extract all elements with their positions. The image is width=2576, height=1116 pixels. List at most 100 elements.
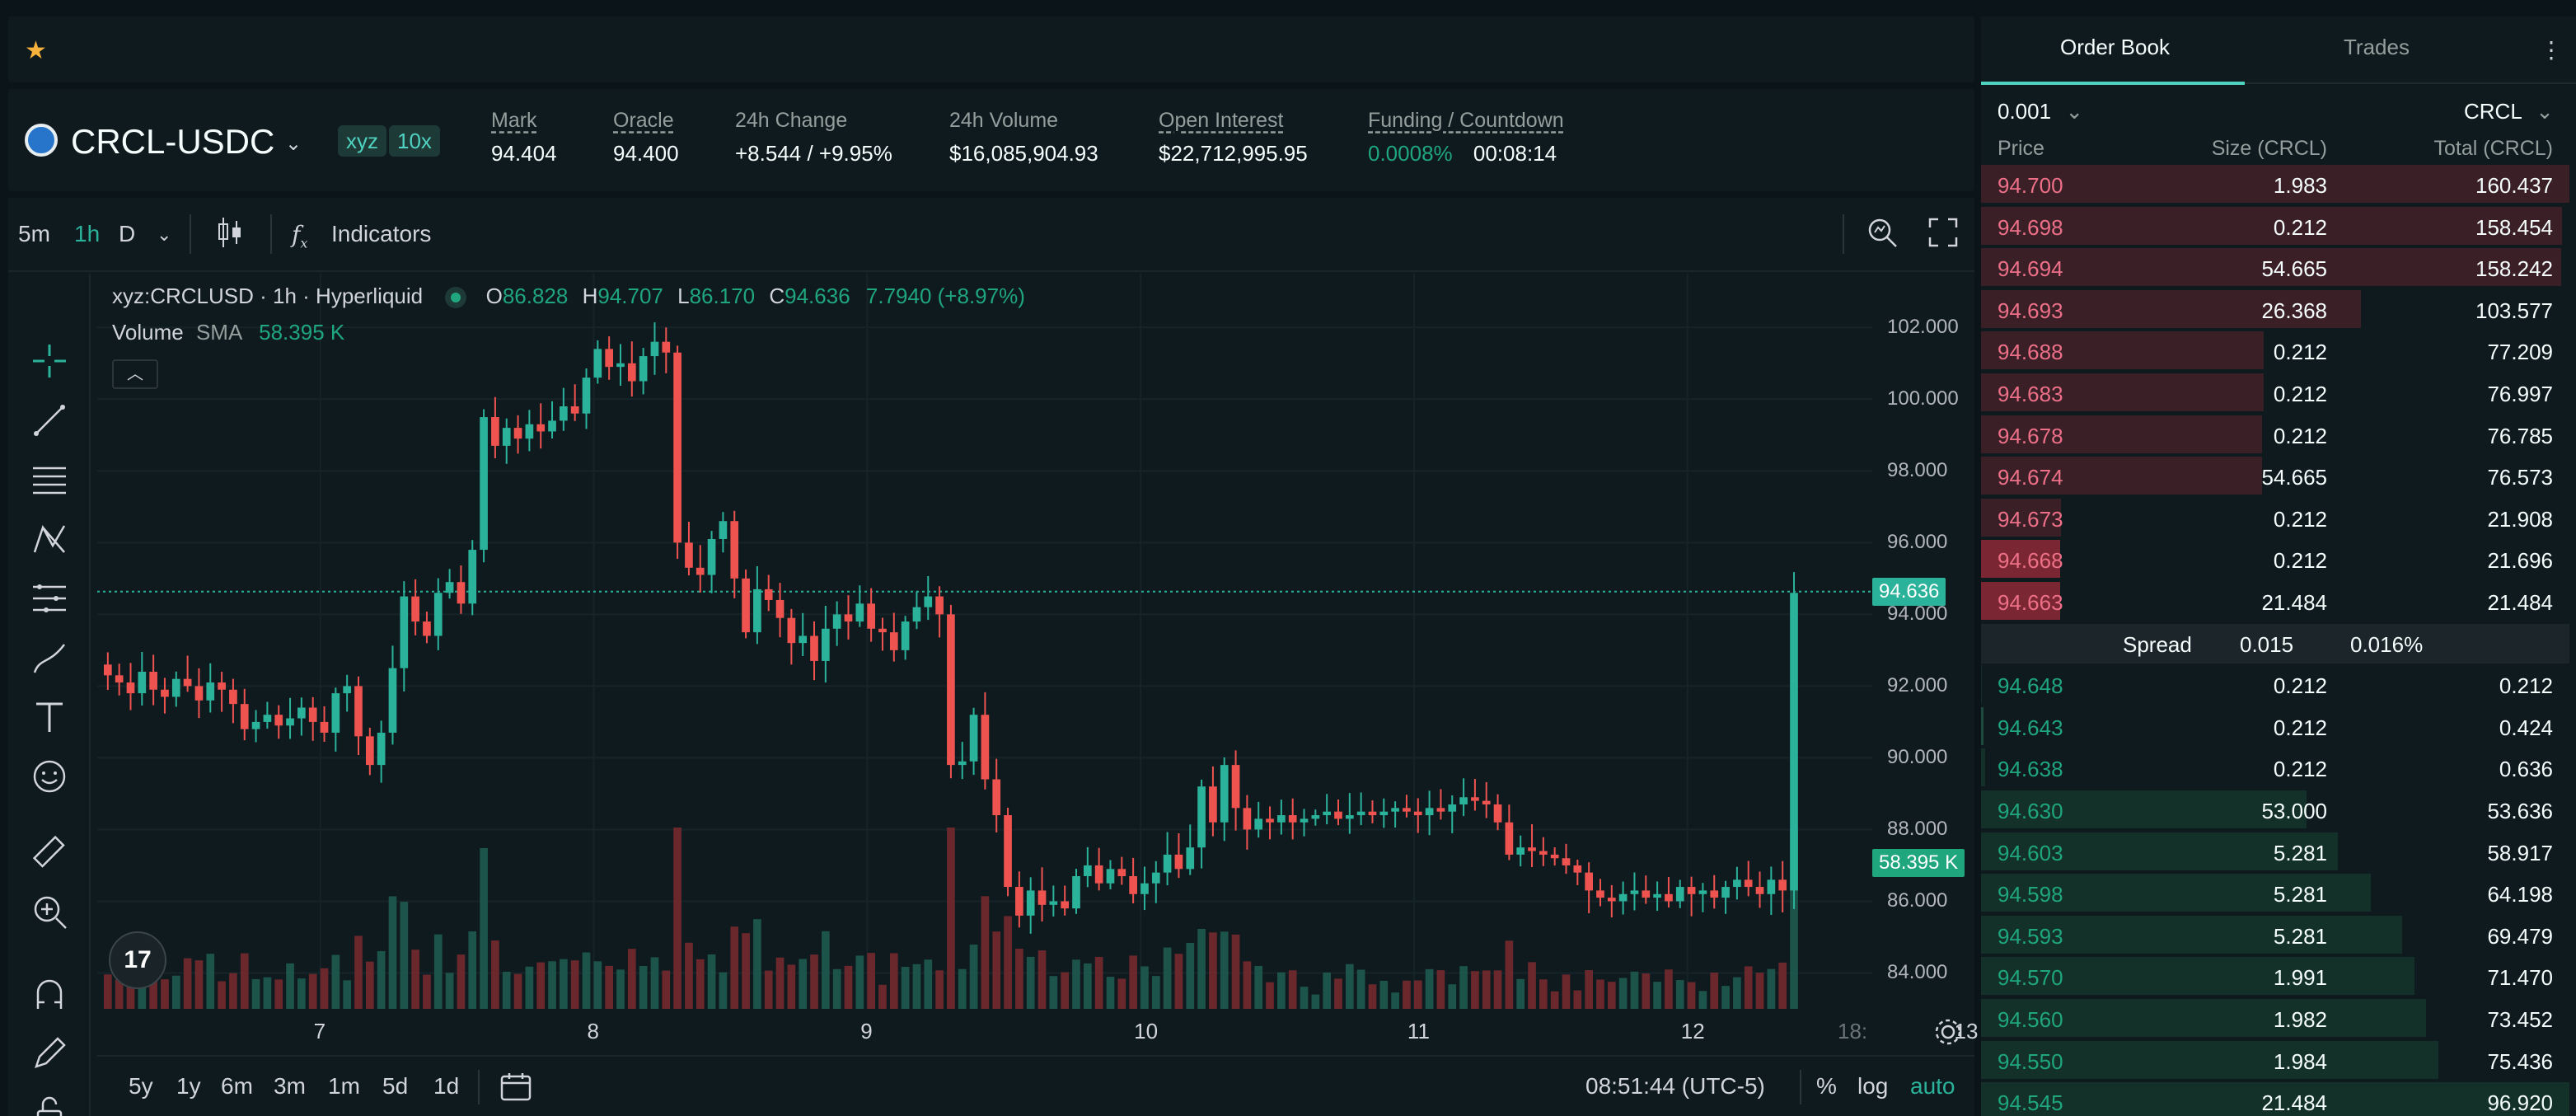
interval-1h[interactable]: 1h [74, 221, 101, 246]
ask-price: 94.674 [1998, 465, 2063, 490]
candlestick-icon[interactable] [216, 216, 244, 255]
price-axis[interactable]: 102.000 100.000 98.000 96.000 94.000 92.000 90… [1872, 274, 1974, 1009]
bid-row[interactable]: 94.648 0.212 0.212 [1981, 665, 2569, 705]
stat-label[interactable]: Funding / Countdown [1368, 109, 1564, 132]
star-icon[interactable]: ★ [25, 37, 47, 64]
bid-row[interactable]: 94.593 5.281 69.479 [1981, 915, 2569, 955]
ask-row[interactable]: 94.688 0.212 77.209 [1981, 331, 2569, 371]
time-axis[interactable]: 7 8 9 10 11 12 13 18: [97, 1009, 1978, 1055]
leverage-tag[interactable]: 10x [389, 125, 440, 157]
indicators-button[interactable]: Indicators [331, 221, 432, 246]
order-book-panel: Order Book Trades ⋮ 0.001 ⌄ CRCL ⌄ Price… [1981, 16, 2576, 1116]
volume-bar [1163, 947, 1172, 1009]
ohlc-high: 94.707 [597, 284, 663, 308]
bid-row[interactable]: 94.570 1.991 71.470 [1981, 957, 2569, 996]
chevron-down-icon[interactable]: ⌄ [285, 133, 302, 155]
chart-toolbar: 5m 1h D ⌄ fx Indicators [8, 198, 1974, 272]
auto-scale-toggle[interactable]: auto [1910, 1073, 1955, 1099]
range-3m[interactable]: 3m [274, 1073, 306, 1099]
volume-bar [1550, 991, 1559, 1009]
price-chart[interactable] [97, 274, 1872, 1009]
market-header: CRCL-USDC ⌄ xyz 10x Mark 94.404 Oracle 9… [8, 89, 1974, 191]
bid-row[interactable]: 94.643 0.212 0.424 [1981, 706, 2569, 747]
magnet-icon[interactable] [31, 976, 68, 1012]
bid-row[interactable]: 94.545 21.484 96.920 [1981, 1082, 2569, 1116]
pattern-icon[interactable] [31, 521, 68, 557]
interval-d[interactable]: D [119, 221, 136, 246]
volume-bar [502, 971, 511, 1009]
unit-select[interactable]: CRCL ⌄ [2464, 99, 2554, 124]
bid-total: 71.470 [2487, 965, 2553, 991]
range-5y[interactable]: 5y [129, 1073, 153, 1099]
volume-bar [183, 958, 192, 1009]
range-1m[interactable]: 1m [328, 1073, 360, 1099]
crosshair-icon[interactable] [31, 343, 68, 379]
volume-bar [627, 949, 636, 1009]
ask-row[interactable]: 94.673 0.212 21.908 [1981, 498, 2569, 538]
volume-bar [560, 959, 568, 1009]
tick-size-select[interactable]: 0.001 ⌄ [1998, 99, 2083, 124]
zoom-search-icon[interactable] [1866, 216, 1899, 255]
candle-body [1596, 890, 1604, 898]
ask-row[interactable]: 94.694 54.665 158.242 [1981, 248, 2569, 288]
symbol-line[interactable]: xyz:CRCLUSD · 1h · Hyperliquid [112, 284, 424, 308]
more-options-icon[interactable]: ⋮ [2540, 37, 2563, 63]
collapse-legend-button[interactable]: ︿ [112, 359, 158, 389]
ask-row[interactable]: 94.698 0.212 158.454 [1981, 206, 2569, 246]
candle-body [1300, 818, 1309, 823]
bid-price: 94.560 [1998, 1007, 2063, 1032]
bid-row[interactable]: 94.630 53.000 53.636 [1981, 790, 2569, 830]
fib-icon[interactable] [31, 580, 68, 617]
log-scale-toggle[interactable]: log [1857, 1073, 1889, 1099]
range-5d[interactable]: 5d [382, 1073, 409, 1099]
stat-label[interactable]: Oracle [613, 109, 674, 132]
zoom-in-icon[interactable] [31, 893, 68, 930]
bid-row[interactable]: 94.603 5.281 58.917 [1981, 832, 2569, 872]
stat-label[interactable]: Open Interest [1159, 109, 1284, 132]
chevron-down-icon[interactable]: ⌄ [157, 224, 172, 245]
ask-size: 54.665 [2261, 465, 2327, 490]
tab-trades[interactable]: Trades [2344, 35, 2410, 59]
volume-label[interactable]: Volume [112, 320, 184, 345]
ask-row[interactable]: 94.678 0.212 76.785 [1981, 415, 2569, 455]
function-icon[interactable]: fx [292, 221, 308, 251]
ask-price: 94.663 [1998, 590, 2063, 615]
pencil-lock-icon[interactable] [31, 1035, 68, 1071]
ask-row[interactable]: 94.700 1.983 160.437 [1981, 165, 2569, 204]
volume-bar [1356, 969, 1365, 1009]
pair-name[interactable]: CRCL-USDC [71, 122, 275, 161]
fullscreen-icon[interactable] [1928, 218, 1958, 253]
range-1y[interactable]: 1y [176, 1073, 201, 1099]
tab-order-book[interactable]: Order Book [2060, 35, 2170, 59]
volume-bar [1004, 916, 1012, 1009]
bid-row[interactable]: 94.598 5.281 64.198 [1981, 874, 2569, 913]
bid-row[interactable]: 94.550 1.984 75.436 [1981, 1040, 2569, 1081]
ruler-icon[interactable] [31, 834, 68, 870]
ask-row[interactable]: 94.663 21.484 21.484 [1981, 582, 2569, 621]
bid-row[interactable]: 94.638 0.212 0.636 [1981, 748, 2569, 788]
emoji-icon[interactable] [31, 758, 68, 795]
parallel-lines-icon[interactable] [31, 462, 68, 498]
stat-label[interactable]: Mark [491, 109, 537, 132]
tradingview-logo[interactable]: 17 [109, 931, 166, 989]
range-1d[interactable]: 1d [433, 1073, 460, 1099]
calendar-icon[interactable] [499, 1071, 532, 1103]
candle-body [627, 363, 636, 382]
bid-row[interactable]: 94.560 1.982 73.452 [1981, 999, 2569, 1039]
percent-scale-toggle[interactable]: % [1816, 1073, 1837, 1099]
candle-body [878, 628, 887, 633]
brush-icon[interactable] [31, 640, 68, 676]
settings-gear-icon[interactable] [1933, 1017, 1963, 1047]
bid-size: 0.212 [2273, 673, 2327, 699]
interval-5m[interactable]: 5m [18, 221, 50, 246]
trend-line-icon[interactable] [31, 402, 68, 438]
ask-row[interactable]: 94.674 54.665 76.573 [1981, 457, 2569, 496]
ask-row[interactable]: 94.693 26.368 103.577 [1981, 289, 2569, 330]
ask-row[interactable]: 94.683 0.212 76.997 [1981, 373, 2569, 413]
unlock-icon[interactable] [31, 1095, 68, 1116]
volume-bar [251, 978, 260, 1009]
range-6m[interactable]: 6m [221, 1073, 253, 1099]
chart-clock[interactable]: 08:51:44 (UTC-5) [1585, 1073, 1765, 1099]
text-icon[interactable] [31, 699, 68, 735]
ask-row[interactable]: 94.668 0.212 21.696 [1981, 540, 2569, 579]
